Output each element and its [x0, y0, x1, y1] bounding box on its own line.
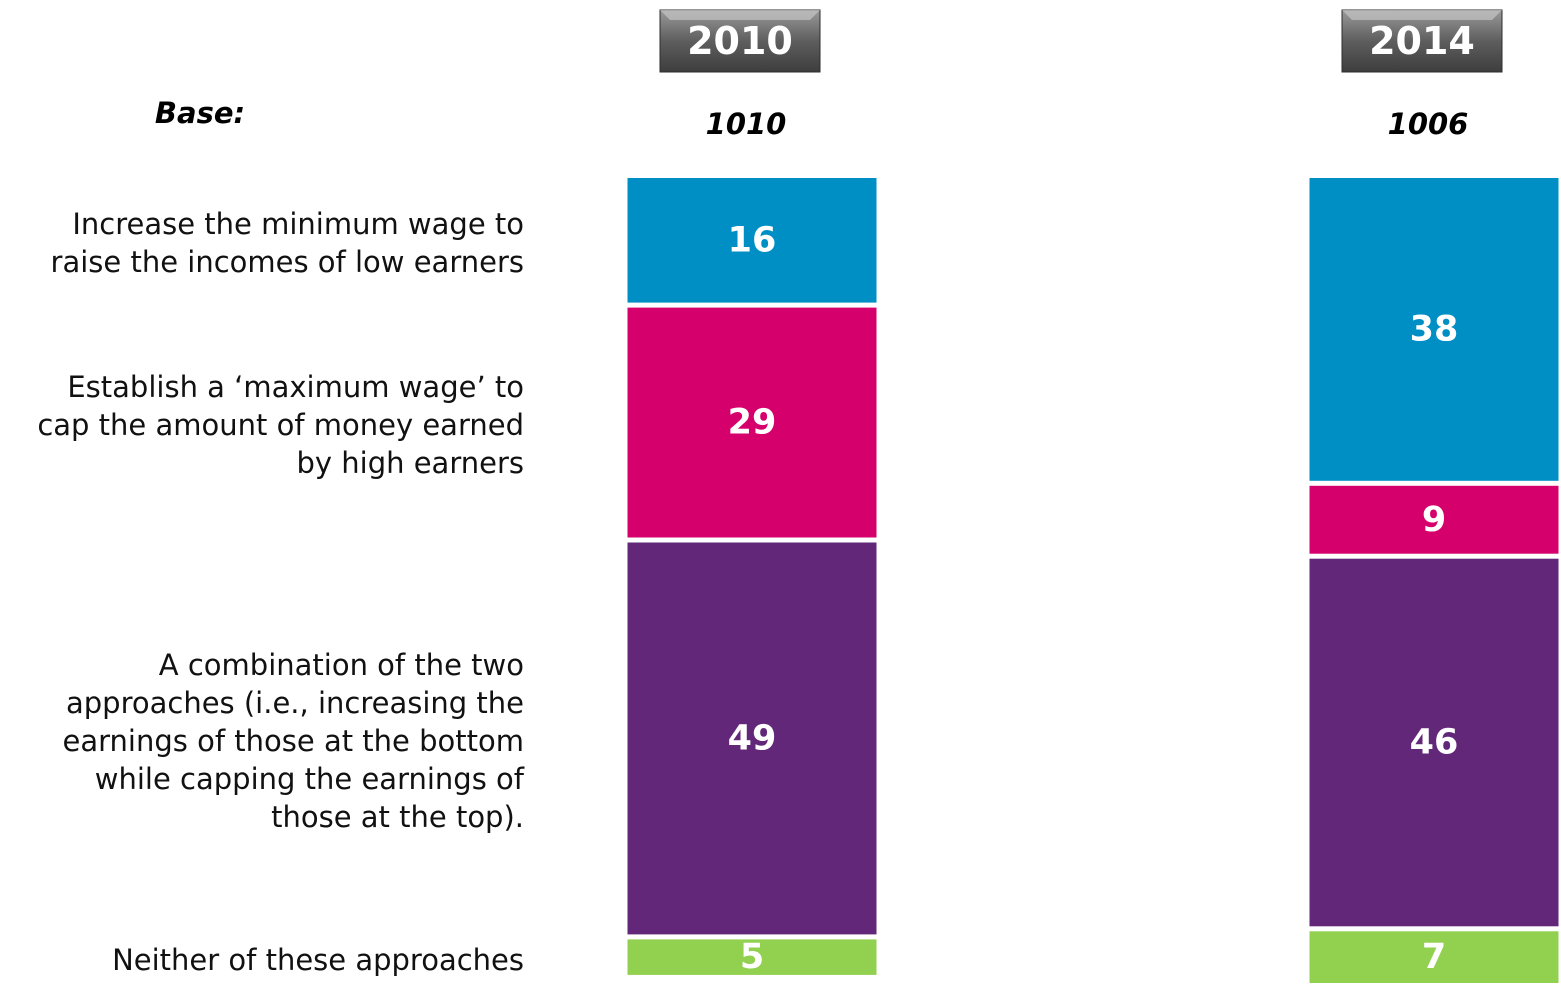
year-label: 2010	[687, 19, 793, 63]
legend-label: Neither of these approaches	[112, 942, 524, 977]
value-label: 46	[1410, 723, 1459, 763]
base-value: 1006	[1388, 107, 1469, 141]
year-label: 2014	[1369, 19, 1475, 63]
bar-segment	[1309, 178, 1559, 481]
value-label: 49	[728, 718, 777, 758]
legend-label: Establish a ‘maximum wage’ to cap the am…	[37, 370, 524, 481]
year-header	[659, 9, 821, 73]
header-bevel	[1342, 10, 1502, 20]
bar-segment	[627, 178, 877, 303]
bar-segment	[627, 542, 877, 935]
value-label: 38	[1410, 309, 1459, 349]
base-value: 1010	[706, 107, 787, 141]
value-label: 29	[728, 403, 777, 443]
legend-label: A combination of the two approaches (i.e…	[62, 647, 524, 834]
bar-segment	[1309, 931, 1559, 983]
bar-segment	[1309, 485, 1559, 554]
bar-segment	[627, 939, 877, 975]
legend-label: Increase the minimum wage to raise the i…	[50, 206, 524, 279]
bar-segment	[627, 307, 877, 538]
value-label: 9	[1422, 500, 1446, 540]
header-bevel	[660, 10, 820, 20]
base-label: Base:	[155, 96, 245, 130]
value-label: 5	[740, 937, 764, 977]
bar-segment	[1309, 558, 1559, 927]
value-label: 7	[1422, 937, 1446, 977]
value-label: 16	[728, 220, 777, 260]
